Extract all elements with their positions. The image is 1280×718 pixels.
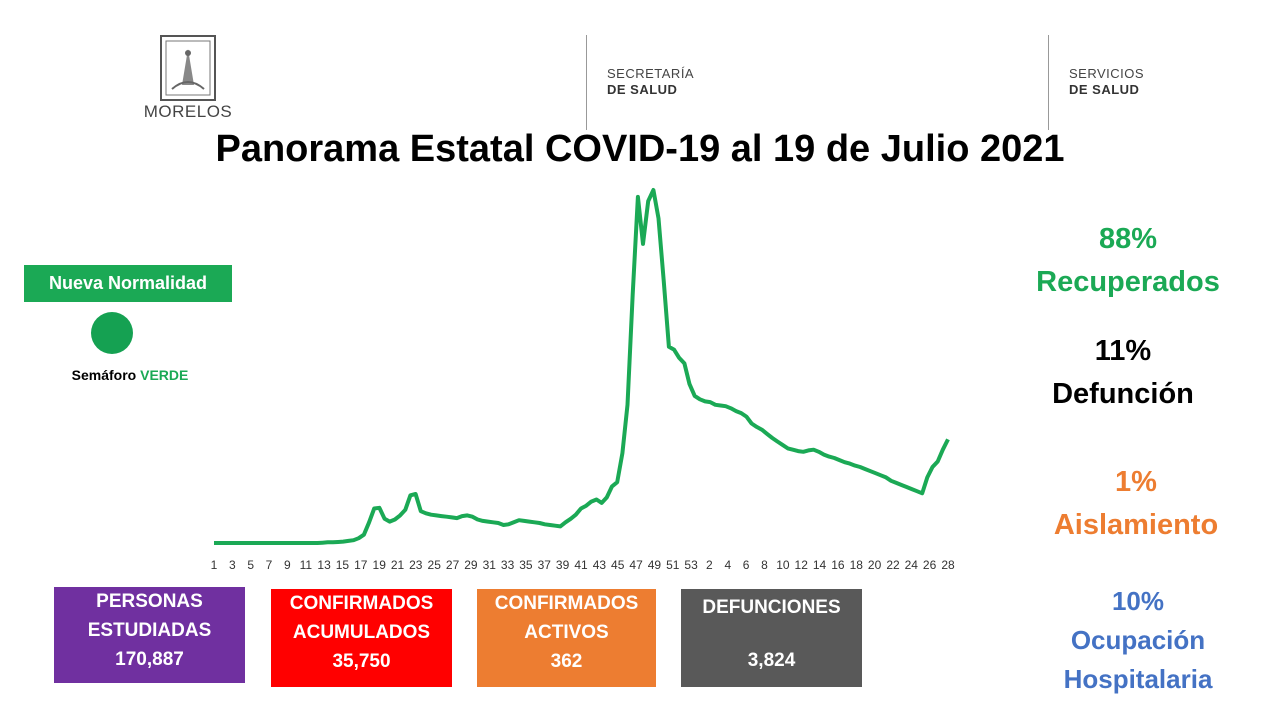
x-tick-label: 29 xyxy=(464,558,478,572)
header-divider xyxy=(1048,35,1049,130)
x-tick-label: 22 xyxy=(886,558,900,572)
x-tick-label: 43 xyxy=(593,558,607,572)
header-divider xyxy=(586,35,587,130)
box-confirmados-activos: CONFIRMADOS ACTIVOS 362 xyxy=(477,589,656,687)
agency-servicios-line1: SERVICIOS xyxy=(1069,66,1145,81)
x-tick-label: 53 xyxy=(684,558,698,572)
x-tick-label: 19 xyxy=(373,558,387,572)
x-tick-label: 17 xyxy=(354,558,368,572)
x-tick-label: 20 xyxy=(868,558,882,572)
stat-recuperados-label: Recuperados xyxy=(1036,266,1220,298)
x-tick-label: 27 xyxy=(446,558,460,572)
x-tick-label: 8 xyxy=(761,558,768,572)
box-value: 170,887 xyxy=(115,649,184,670)
stat-aislamiento-pct: 1% xyxy=(1115,466,1157,498)
x-tick-label: 16 xyxy=(831,558,845,572)
semaforo-prefix: Semáforo xyxy=(71,367,141,383)
semaforo-label: Semáforo VERDE xyxy=(40,367,220,383)
box-personas-estudiadas: PERSONAS ESTUDIADAS 170,887 xyxy=(54,587,245,683)
box-confirmados-acumulados: CONFIRMADOS ACUMULADOS 35,750 xyxy=(271,589,452,687)
x-tick-label: 39 xyxy=(556,558,570,572)
x-tick-label: 4 xyxy=(724,558,731,572)
stat-defuncion-label: Defunción xyxy=(1052,378,1194,410)
stat-ocupacion: 10% Ocupación Hospitalaria xyxy=(1008,582,1268,699)
box-line1: CONFIRMADOS xyxy=(289,593,434,614)
semaforo-color-word: VERDE xyxy=(140,367,189,383)
box-line2: ACTIVOS xyxy=(524,622,609,643)
traffic-light-dot xyxy=(91,312,133,354)
x-tick-label: 1 xyxy=(211,558,218,572)
agency-secretaria-line2: DE SALUD xyxy=(607,82,678,97)
agency-secretaria: SECRETARÍA DE SALUD xyxy=(607,66,694,98)
x-tick-label: 26 xyxy=(923,558,937,572)
box-defunciones: DEFUNCIONES 3,824 xyxy=(681,589,862,687)
x-tick-label: 15 xyxy=(336,558,350,572)
x-tick-label: 5 xyxy=(247,558,254,572)
stat-ocupacion-label2: Hospitalaria xyxy=(1063,664,1213,694)
x-tick-label: 3 xyxy=(229,558,236,572)
x-tick-label: 45 xyxy=(611,558,625,572)
stat-aislamiento-label: Aislamiento xyxy=(1053,509,1219,541)
stat-defuncion: 11% Defunción xyxy=(993,330,1253,416)
x-tick-label: 25 xyxy=(428,558,442,572)
x-tick-label: 51 xyxy=(666,558,680,572)
x-tick-label: 41 xyxy=(574,558,588,572)
x-tick-label: 23 xyxy=(409,558,423,572)
stat-aislamiento: 1% Aislamiento xyxy=(1006,461,1266,547)
stat-recuperados-pct: 88% xyxy=(1098,223,1158,255)
x-tick-label: 31 xyxy=(483,558,497,572)
page-title: Panorama Estatal COVID-19 al 19 de Julio… xyxy=(215,128,1065,170)
box-line1: CONFIRMADOS xyxy=(494,593,639,614)
stat-ocupacion-label1: Ocupación xyxy=(1070,625,1206,655)
x-tick-label: 24 xyxy=(905,558,919,572)
x-tick-label: 12 xyxy=(795,558,809,572)
agency-servicios-line2: DE SALUD xyxy=(1069,82,1140,97)
box-line1: DEFUNCIONES xyxy=(702,597,841,618)
x-tick-label: 14 xyxy=(813,558,827,572)
stat-recuperados: 88% Recuperados xyxy=(998,218,1258,304)
cases-line-chart: 1 3 5 7 9 11 13 15 17 19 21 23 25 27 29 31 33 35 37 39 41 43 4… xyxy=(200,180,970,575)
x-tick-label: 11 xyxy=(300,558,313,572)
chart-svg: 1 3 5 7 9 11 13 15 17 19 21 23 25 27 29 31 33 35 37 39 41 43 4… xyxy=(211,188,955,572)
box-line2: ACUMULADOS xyxy=(292,622,431,643)
x-tick-label: 28 xyxy=(941,558,955,572)
x-tick-label: 21 xyxy=(391,558,405,572)
x-tick-label: 18 xyxy=(850,558,864,572)
x-tick-label: 6 xyxy=(743,558,750,572)
x-tick-label: 2 xyxy=(706,558,713,572)
x-tick-label: 10 xyxy=(776,558,790,572)
state-logo-text: MORELOS xyxy=(143,102,233,121)
agency-servicios: SERVICIOS DE SALUD xyxy=(1069,66,1144,98)
x-tick-label: 47 xyxy=(629,558,643,572)
agency-secretaria-line1: SECRETARÍA xyxy=(607,66,695,81)
x-tick-label: 7 xyxy=(266,558,273,572)
state-seal-logo xyxy=(160,35,216,101)
status-badge: Nueva Normalidad xyxy=(24,265,232,302)
stat-ocupacion-pct: 10% xyxy=(1111,586,1165,616)
box-line1: PERSONAS xyxy=(96,591,203,612)
box-value: 3,824 xyxy=(747,650,796,671)
x-tick-label: 49 xyxy=(648,558,662,572)
x-tick-label: 13 xyxy=(317,558,331,572)
box-value: 35,750 xyxy=(332,651,391,672)
series-line xyxy=(214,188,950,545)
box-line2: ESTUDIADAS xyxy=(87,620,212,641)
x-tick-label: 37 xyxy=(538,558,552,572)
box-value: 362 xyxy=(550,651,583,672)
x-tick-label: 33 xyxy=(501,558,515,572)
stat-defuncion-pct: 11% xyxy=(1094,335,1152,367)
x-tick-label: 9 xyxy=(284,558,291,572)
x-tick-label: 35 xyxy=(519,558,533,572)
